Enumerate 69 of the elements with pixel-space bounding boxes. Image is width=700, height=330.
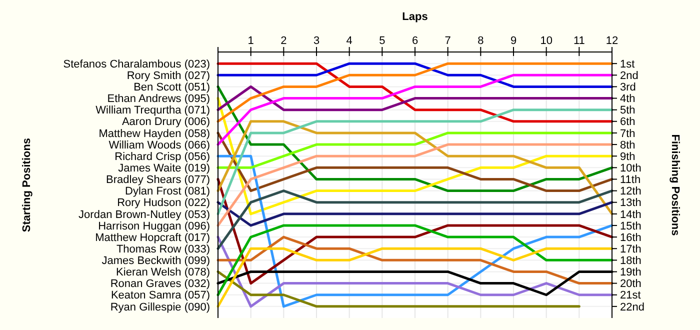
x-tick-label: 2: [280, 35, 287, 47]
x-tick-label: 8: [478, 35, 484, 47]
series-label: Kieran Welsh (078): [116, 266, 210, 279]
series-label: Rory Smith (027): [126, 70, 210, 82]
y2-tick-label: 9th: [620, 150, 636, 163]
y2-tick-label: 22nd: [620, 301, 644, 314]
series-label: Rory Hudson (022): [117, 197, 210, 210]
y2-tick-label: 2nd: [620, 70, 638, 82]
series-label: Harrison Huggan (096): [98, 220, 210, 232]
y2-tick-label: 21st: [620, 290, 641, 302]
line-series: [216, 236, 614, 285]
line-series: [216, 224, 614, 296]
series-label: Bradley Shears (077): [106, 174, 210, 186]
series-label: Richard Crisp (056): [114, 150, 210, 163]
line-series: [216, 74, 614, 146]
y2-tick-label: 13th: [620, 197, 642, 210]
x-tick-label: 12: [606, 35, 618, 47]
line-series: [216, 143, 614, 227]
series-label: Matthew Hayden (058): [98, 128, 210, 140]
series-label: Jordan Brown-Nutley (053): [78, 208, 210, 221]
line-series: [216, 85, 614, 192]
series-label: Thomas Row (033): [116, 243, 210, 256]
series-label: William Woods (066): [108, 139, 210, 152]
x-tick-label: 1: [248, 35, 254, 47]
y2-tick-label: 7th: [620, 128, 636, 140]
y2-tick-label: 19th: [620, 266, 642, 279]
x-tick-label: 3: [313, 35, 320, 47]
series-label: Ronan Graves (032): [110, 278, 210, 290]
series-label: James Waite (019): [118, 162, 210, 174]
text: Starting Positions: [21, 138, 33, 232]
y2-tick-label: 11th: [620, 174, 641, 186]
y2-tick-label: 4th: [620, 93, 636, 106]
series-label: James Beckwith (099): [102, 255, 210, 268]
line-series: [216, 62, 614, 123]
series-label: Ben Scott (051): [134, 82, 210, 94]
y2-axis-title: Finishing Positions: [669, 134, 681, 236]
line-series: [216, 178, 614, 285]
y2-tick-label: 10th: [620, 162, 642, 174]
line-series: [216, 132, 614, 192]
y2-tick-label: 14th: [620, 208, 642, 221]
series-label: Keaton Samra (057): [110, 290, 210, 302]
series-label: Stefanos Charalambous (023): [63, 58, 210, 70]
x-tick-label: 7: [444, 35, 451, 47]
series-label: Ryan Gillespie (090): [110, 301, 210, 314]
y2-tick-label: 5th: [620, 104, 636, 117]
line-series: [216, 236, 614, 308]
series-label: Ethan Andrews (095): [107, 93, 210, 106]
y2-tick-label: 15th: [620, 220, 642, 232]
y2-tick-label: 8th: [620, 139, 636, 152]
x-tick-label: 11: [573, 35, 585, 47]
y2-tick-label: 12th: [620, 186, 642, 198]
x-tick-label: 5: [379, 35, 386, 47]
x-tick-label: 6: [412, 35, 418, 47]
y2-tick-label: 17th: [620, 243, 642, 256]
series-label: Dylan Frost (081): [125, 186, 210, 198]
y2-tick-label: 1st: [620, 58, 635, 70]
series-label: Aaron Drury (006): [122, 116, 210, 128]
y2-tick-label: 16th: [620, 232, 642, 244]
series-label: Matthew Hopcraft (017): [95, 232, 210, 244]
y2-tick-label: 20th: [620, 278, 642, 290]
x-axis-title: Laps: [402, 11, 428, 23]
y2-tick-label: 18th: [620, 255, 642, 268]
x-tick-label: 10: [540, 35, 552, 47]
series-label: William Trequrtha (071): [96, 104, 210, 117]
y2-tick-label: 3rd: [620, 82, 636, 94]
x-tick-label: 4: [346, 35, 352, 47]
y2-tick-label: 6th: [620, 116, 636, 128]
x-tick-label: 9: [510, 35, 517, 47]
line-series: [216, 132, 614, 169]
